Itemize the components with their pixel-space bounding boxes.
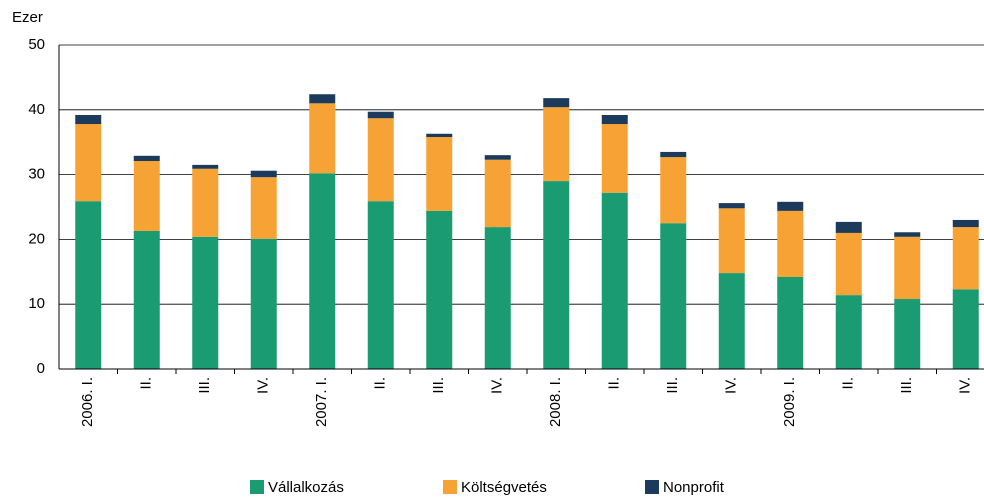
y-tick-label: 30: [28, 166, 45, 183]
bar-segment: [133, 230, 160, 369]
x-tick-label: III.: [664, 377, 681, 394]
bar-segment: [426, 137, 453, 211]
x-tick-label: 2009. I.: [781, 377, 798, 427]
bar-segment: [894, 232, 921, 237]
bar-segment: [75, 114, 102, 125]
bar-segment: [250, 238, 277, 369]
bar-segment: [192, 236, 219, 369]
bar-segment: [250, 170, 277, 178]
bar-segment: [367, 111, 394, 119]
bar-segment: [601, 192, 628, 369]
bar-segment: [777, 210, 804, 277]
bar-segment: [543, 98, 570, 108]
y-tick-label: 50: [28, 36, 45, 53]
legend-label: Vállalkozás: [268, 479, 344, 496]
bar-segment: [543, 181, 570, 369]
bar-segment: [894, 236, 921, 300]
bar-segment: [484, 227, 511, 369]
bar-segment: [660, 151, 687, 158]
bar-segment: [660, 157, 687, 224]
y-tick-label: 20: [28, 230, 45, 247]
x-tick-label: II.: [138, 377, 155, 390]
bar-segment: [777, 276, 804, 369]
x-tick-label: 2007. I.: [313, 377, 330, 427]
bar-segment: [426, 210, 453, 369]
y-axis-label: Ezer: [12, 9, 43, 26]
bar-segment: [835, 221, 862, 233]
bar-segment: [133, 160, 160, 231]
legend-label: Nonprofit: [663, 479, 725, 496]
legend-label: Költségvetés: [461, 479, 547, 496]
bar-segment: [543, 107, 570, 182]
bar-segment: [309, 173, 336, 369]
x-tick-label: II.: [606, 377, 623, 390]
legend-swatch: [250, 480, 264, 494]
bar-segment: [367, 201, 394, 369]
bar-segment: [660, 223, 687, 369]
bar-segment: [952, 227, 979, 290]
bar-segment: [133, 155, 160, 161]
x-tick-label: IV.: [723, 377, 740, 394]
bar-segment: [484, 159, 511, 228]
y-tick-label: 0: [37, 360, 45, 377]
x-tick-label: III.: [898, 377, 915, 394]
x-tick-label: IV.: [957, 377, 974, 394]
legend-swatch: [645, 480, 659, 494]
bar-segment: [777, 201, 804, 211]
bar-segment: [309, 94, 336, 104]
legend-swatch: [443, 480, 457, 494]
bar-segment: [835, 295, 862, 369]
bar-segment: [718, 273, 745, 369]
bar-segment: [192, 168, 219, 237]
bar-segment: [367, 118, 394, 202]
x-tick-label: II.: [840, 377, 857, 390]
x-tick-label: IV.: [489, 377, 506, 394]
bar-segment: [952, 219, 979, 228]
bar-segment: [718, 203, 745, 209]
x-tick-label: IV.: [255, 377, 272, 394]
x-tick-label: III.: [430, 377, 447, 394]
x-tick-label: III.: [196, 377, 213, 394]
y-tick-label: 40: [28, 101, 45, 118]
bar-segment: [192, 164, 219, 169]
bar-segment: [718, 208, 745, 274]
bar-segment: [426, 133, 453, 138]
bar-segment: [75, 201, 102, 369]
bar-segment: [484, 155, 511, 160]
bar-segment: [952, 289, 979, 369]
y-tick-label: 10: [28, 295, 45, 312]
bar-segment: [835, 232, 862, 296]
x-tick-label: II.: [372, 377, 389, 390]
x-tick-label: 2006. I.: [79, 377, 96, 427]
bar-segment: [250, 177, 277, 239]
bar-segment: [309, 103, 336, 174]
x-tick-label: 2008. I.: [547, 377, 564, 427]
bar-segment: [601, 124, 628, 193]
bar-segment: [601, 114, 628, 125]
bar-segment: [894, 299, 921, 369]
bar-segment: [75, 124, 102, 202]
